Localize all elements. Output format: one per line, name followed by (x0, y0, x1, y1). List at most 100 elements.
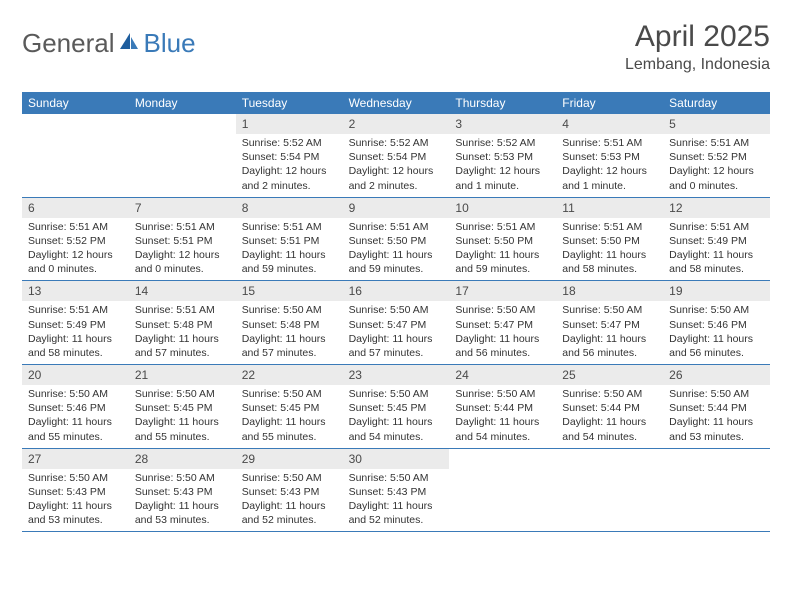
daylight-text: Daylight: 11 hours and 59 minutes. (242, 248, 337, 276)
calendar-week: 6Sunrise: 5:51 AMSunset: 5:52 PMDaylight… (22, 198, 770, 282)
sunrise-text: Sunrise: 5:52 AM (349, 136, 444, 150)
sunset-text: Sunset: 5:52 PM (669, 150, 764, 164)
day-details: Sunrise: 5:51 AMSunset: 5:49 PMDaylight:… (663, 218, 770, 281)
logo: General Blue (22, 28, 196, 59)
day-details: Sunrise: 5:51 AMSunset: 5:51 PMDaylight:… (129, 218, 236, 281)
calendar-cell: 1Sunrise: 5:52 AMSunset: 5:54 PMDaylight… (236, 114, 343, 197)
calendar-cell: 3Sunrise: 5:52 AMSunset: 5:53 PMDaylight… (449, 114, 556, 197)
sunset-text: Sunset: 5:50 PM (349, 234, 444, 248)
daylight-text: Daylight: 11 hours and 56 minutes. (562, 332, 657, 360)
day-number: 8 (236, 198, 343, 218)
day-details: Sunrise: 5:50 AMSunset: 5:47 PMDaylight:… (343, 301, 450, 364)
calendar-cell: 9Sunrise: 5:51 AMSunset: 5:50 PMDaylight… (343, 198, 450, 281)
day-details: Sunrise: 5:52 AMSunset: 5:53 PMDaylight:… (449, 134, 556, 197)
sunset-text: Sunset: 5:45 PM (135, 401, 230, 415)
day-number: 28 (129, 449, 236, 469)
sunset-text: Sunset: 5:43 PM (135, 485, 230, 499)
day-details: Sunrise: 5:50 AMSunset: 5:47 PMDaylight:… (556, 301, 663, 364)
sunset-text: Sunset: 5:43 PM (242, 485, 337, 499)
sunrise-text: Sunrise: 5:51 AM (28, 220, 123, 234)
day-number: 15 (236, 281, 343, 301)
daylight-text: Daylight: 12 hours and 0 minutes. (669, 164, 764, 192)
calendar-cell: 12Sunrise: 5:51 AMSunset: 5:49 PMDayligh… (663, 198, 770, 281)
daylight-text: Daylight: 11 hours and 53 minutes. (669, 415, 764, 443)
calendar-cell: 10Sunrise: 5:51 AMSunset: 5:50 PMDayligh… (449, 198, 556, 281)
sunrise-text: Sunrise: 5:51 AM (455, 220, 550, 234)
sunset-text: Sunset: 5:45 PM (349, 401, 444, 415)
title-block: April 2025 Lembang, Indonesia (625, 20, 770, 74)
calendar-cell: 26Sunrise: 5:50 AMSunset: 5:44 PMDayligh… (663, 365, 770, 448)
logo-text-blue: Blue (144, 28, 196, 59)
daylight-text: Daylight: 11 hours and 54 minutes. (349, 415, 444, 443)
calendar-cell: 22Sunrise: 5:50 AMSunset: 5:45 PMDayligh… (236, 365, 343, 448)
calendar-cell: 19Sunrise: 5:50 AMSunset: 5:46 PMDayligh… (663, 281, 770, 364)
calendar-cell: 18Sunrise: 5:50 AMSunset: 5:47 PMDayligh… (556, 281, 663, 364)
sunrise-text: Sunrise: 5:52 AM (242, 136, 337, 150)
daylight-text: Daylight: 11 hours and 57 minutes. (135, 332, 230, 360)
daylight-text: Daylight: 12 hours and 1 minute. (455, 164, 550, 192)
daylight-text: Daylight: 12 hours and 0 minutes. (135, 248, 230, 276)
day-details: Sunrise: 5:50 AMSunset: 5:45 PMDaylight:… (129, 385, 236, 448)
day-details: Sunrise: 5:51 AMSunset: 5:51 PMDaylight:… (236, 218, 343, 281)
daylight-text: Daylight: 11 hours and 55 minutes. (28, 415, 123, 443)
calendar-grid: Sunday Monday Tuesday Wednesday Thursday… (22, 92, 770, 532)
calendar-cell: 30Sunrise: 5:50 AMSunset: 5:43 PMDayligh… (343, 449, 450, 532)
daylight-text: Daylight: 11 hours and 55 minutes. (135, 415, 230, 443)
day-details: Sunrise: 5:51 AMSunset: 5:50 PMDaylight:… (556, 218, 663, 281)
calendar-week: 13Sunrise: 5:51 AMSunset: 5:49 PMDayligh… (22, 281, 770, 365)
sunrise-text: Sunrise: 5:51 AM (562, 220, 657, 234)
sunrise-text: Sunrise: 5:50 AM (455, 303, 550, 317)
day-number: 3 (449, 114, 556, 134)
day-header: Thursday (449, 92, 556, 114)
sunset-text: Sunset: 5:43 PM (349, 485, 444, 499)
sunset-text: Sunset: 5:49 PM (28, 318, 123, 332)
day-number: 18 (556, 281, 663, 301)
day-header: Tuesday (236, 92, 343, 114)
sunrise-text: Sunrise: 5:50 AM (455, 387, 550, 401)
day-details: Sunrise: 5:52 AMSunset: 5:54 PMDaylight:… (343, 134, 450, 197)
day-number: 6 (22, 198, 129, 218)
day-number: 5 (663, 114, 770, 134)
day-details: Sunrise: 5:51 AMSunset: 5:53 PMDaylight:… (556, 134, 663, 197)
day-number: 29 (236, 449, 343, 469)
calendar-cell: 11Sunrise: 5:51 AMSunset: 5:50 PMDayligh… (556, 198, 663, 281)
sunset-text: Sunset: 5:48 PM (242, 318, 337, 332)
sunrise-text: Sunrise: 5:52 AM (455, 136, 550, 150)
sunrise-text: Sunrise: 5:51 AM (135, 303, 230, 317)
sunrise-text: Sunrise: 5:51 AM (669, 136, 764, 150)
sunrise-text: Sunrise: 5:50 AM (562, 303, 657, 317)
calendar-cell (129, 114, 236, 197)
daylight-text: Daylight: 12 hours and 2 minutes. (242, 164, 337, 192)
day-header: Saturday (663, 92, 770, 114)
day-details: Sunrise: 5:50 AMSunset: 5:43 PMDaylight:… (22, 469, 129, 532)
sunrise-text: Sunrise: 5:50 AM (28, 387, 123, 401)
calendar-cell: 2Sunrise: 5:52 AMSunset: 5:54 PMDaylight… (343, 114, 450, 197)
sunrise-text: Sunrise: 5:50 AM (242, 303, 337, 317)
sunset-text: Sunset: 5:46 PM (28, 401, 123, 415)
daylight-text: Daylight: 11 hours and 56 minutes. (455, 332, 550, 360)
daylight-text: Daylight: 11 hours and 57 minutes. (242, 332, 337, 360)
daylight-text: Daylight: 11 hours and 55 minutes. (242, 415, 337, 443)
day-details: Sunrise: 5:51 AMSunset: 5:52 PMDaylight:… (663, 134, 770, 197)
day-number: 7 (129, 198, 236, 218)
calendar-cell: 27Sunrise: 5:50 AMSunset: 5:43 PMDayligh… (22, 449, 129, 532)
calendar-cell: 14Sunrise: 5:51 AMSunset: 5:48 PMDayligh… (129, 281, 236, 364)
day-number: 22 (236, 365, 343, 385)
sunrise-text: Sunrise: 5:50 AM (28, 471, 123, 485)
sunset-text: Sunset: 5:47 PM (349, 318, 444, 332)
day-details: Sunrise: 5:50 AMSunset: 5:44 PMDaylight:… (556, 385, 663, 448)
daylight-text: Daylight: 11 hours and 52 minutes. (242, 499, 337, 527)
day-number: 21 (129, 365, 236, 385)
sunset-text: Sunset: 5:54 PM (349, 150, 444, 164)
sunset-text: Sunset: 5:44 PM (455, 401, 550, 415)
sunrise-text: Sunrise: 5:50 AM (242, 387, 337, 401)
sunset-text: Sunset: 5:53 PM (562, 150, 657, 164)
sunrise-text: Sunrise: 5:51 AM (28, 303, 123, 317)
day-number: 23 (343, 365, 450, 385)
day-header: Wednesday (343, 92, 450, 114)
sunset-text: Sunset: 5:44 PM (562, 401, 657, 415)
calendar-cell: 20Sunrise: 5:50 AMSunset: 5:46 PMDayligh… (22, 365, 129, 448)
sunset-text: Sunset: 5:53 PM (455, 150, 550, 164)
calendar-cell: 13Sunrise: 5:51 AMSunset: 5:49 PMDayligh… (22, 281, 129, 364)
day-details: Sunrise: 5:50 AMSunset: 5:43 PMDaylight:… (129, 469, 236, 532)
